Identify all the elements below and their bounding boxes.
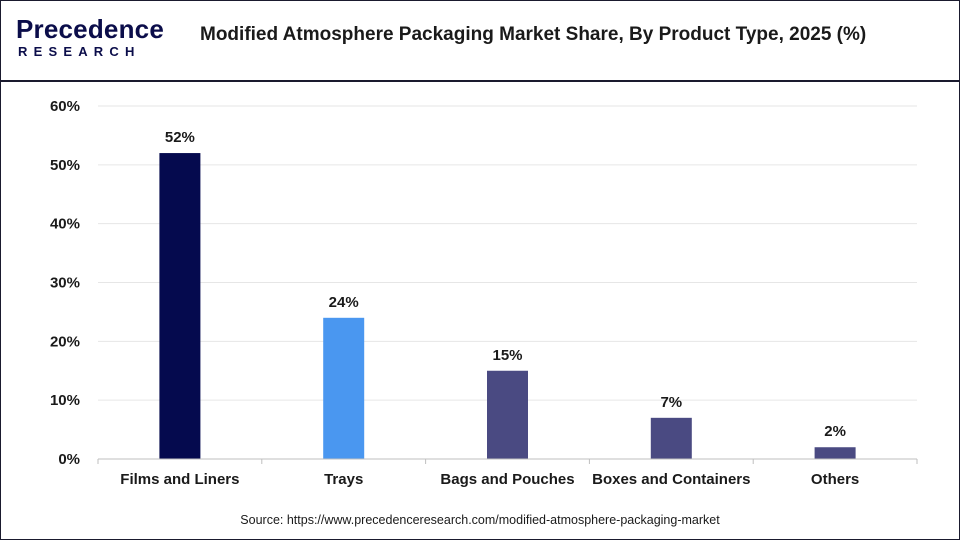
category-label: Others bbox=[811, 471, 859, 488]
logo-wordmark-text: recedence bbox=[33, 14, 164, 44]
chart-title: Modified Atmosphere Packaging Market Sha… bbox=[200, 24, 867, 45]
y-tick-label: 30% bbox=[50, 275, 80, 292]
bar bbox=[487, 370, 528, 459]
data-label: 7% bbox=[660, 394, 682, 411]
data-label: 24% bbox=[329, 294, 359, 311]
data-label: 2% bbox=[824, 423, 846, 440]
bar bbox=[323, 317, 365, 459]
logo-subtitle: RESEARCH bbox=[18, 44, 141, 59]
logo-letter: P bbox=[16, 14, 34, 44]
header: Precedence RESEARCH Modified Atmosphere … bbox=[0, 0, 960, 82]
data-label: 15% bbox=[492, 347, 522, 364]
bar bbox=[650, 417, 692, 459]
category-label: Films and Liners bbox=[120, 471, 239, 488]
y-tick-label: 60% bbox=[50, 98, 80, 115]
y-tick-label: 0% bbox=[58, 451, 80, 468]
y-tick-label: 20% bbox=[50, 333, 80, 350]
y-tick-label: 40% bbox=[50, 216, 80, 233]
data-label: 52% bbox=[165, 129, 195, 146]
logo-wordmark: Precedence bbox=[16, 14, 164, 45]
category-label: Bags and Pouches bbox=[440, 471, 574, 488]
precedence-research-logo: Precedence RESEARCH bbox=[16, 14, 166, 64]
data-labels: 52% 24% 15% 7% 2% bbox=[165, 129, 846, 440]
category-label: Boxes and Containers bbox=[592, 471, 750, 488]
x-axis bbox=[97, 458, 918, 464]
bars bbox=[159, 153, 856, 460]
source-note: Source: https://www.precedenceresearch.c… bbox=[240, 513, 720, 527]
bar bbox=[159, 153, 201, 460]
y-tick-label: 10% bbox=[50, 392, 80, 409]
category-label: Trays bbox=[324, 471, 363, 488]
bar bbox=[814, 447, 856, 459]
category-labels: Films and Liners Trays Bags and Pouches Box… bbox=[120, 471, 859, 488]
y-axis-ticks: 0% 10% 20% 30% 40% 50% 60% bbox=[50, 98, 80, 468]
y-tick-label: 50% bbox=[50, 157, 80, 174]
